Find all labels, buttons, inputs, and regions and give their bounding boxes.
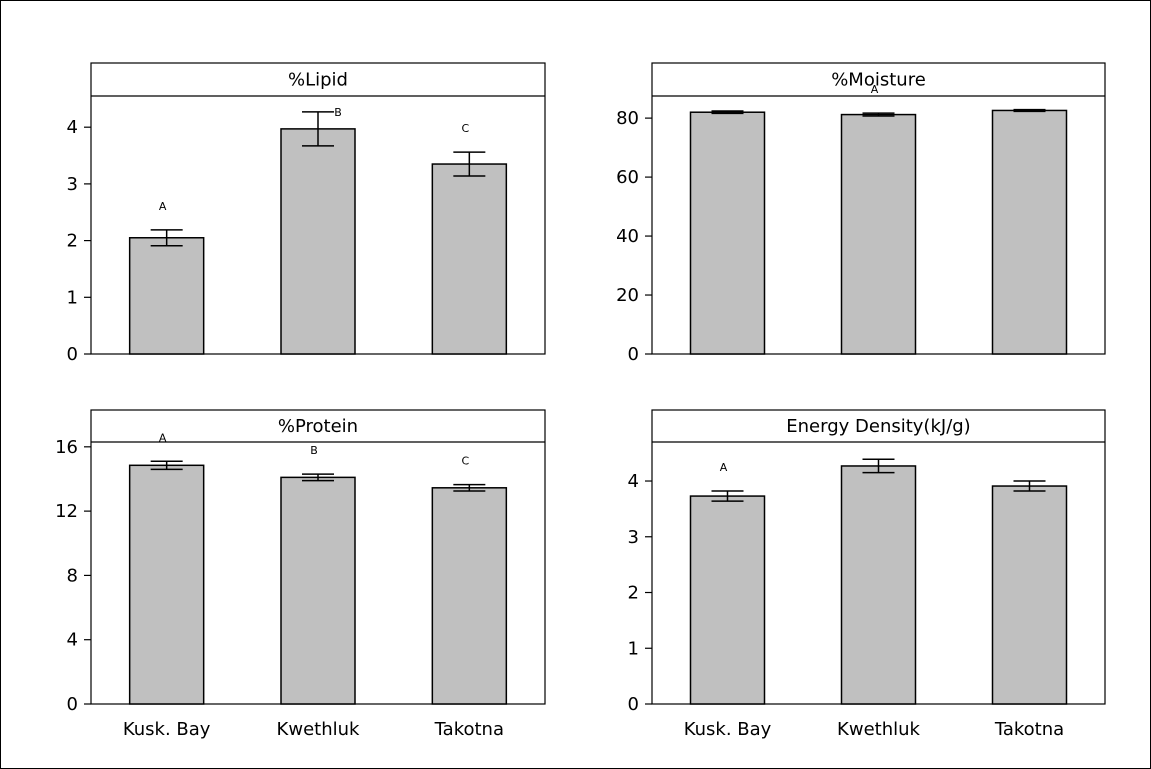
bar — [280, 476, 356, 705]
y-tick-label: 60 — [616, 167, 639, 188]
y-tick-label: 1 — [67, 287, 78, 308]
significance-letter: C — [461, 122, 469, 135]
significance-letter: B — [334, 106, 342, 119]
panel-title: %Protein — [278, 416, 358, 437]
y-tick-label: 4 — [67, 117, 78, 138]
y-tick-label: 4 — [628, 471, 639, 492]
x-tick-label: Kusk. Bay — [123, 719, 211, 740]
y-tick-label: 0 — [67, 344, 78, 365]
significance-letter: A — [871, 83, 879, 96]
y-tick-label: 8 — [67, 565, 78, 586]
y-tick-label: 12 — [55, 501, 78, 522]
panel-moisture: %Moisture 0 20 40 60 80 A — [616, 62, 1106, 365]
y-tick-label: 40 — [616, 226, 639, 247]
panel-energy-density: Energy Density(kJ/g) 0 1 2 3 4 A Kusk. Bay Kweth… — [628, 409, 1106, 740]
y-tick-label: 0 — [67, 694, 78, 715]
panel-protein: %Protein 0 4 8 12 16 A Kusk. Bay B Kwethluk C Takot… — [55, 409, 546, 740]
y-tick-label: 20 — [616, 285, 639, 306]
y-tick-label: 3 — [67, 174, 78, 195]
bar — [431, 487, 508, 705]
y-tick-label: 4 — [67, 630, 78, 651]
y-tick-label: 1 — [628, 638, 639, 659]
panel-lipid: %Lipid 0 1 2 3 4 A B C — [67, 62, 546, 365]
y-tick-label: 0 — [628, 344, 639, 365]
x-tick-label: Kwethluk — [277, 719, 360, 740]
bar — [128, 237, 205, 355]
y-tick-label: 80 — [616, 108, 639, 129]
x-tick-label: Kwethluk — [837, 719, 920, 740]
y-tick-label: 2 — [628, 583, 639, 604]
bar — [128, 464, 205, 705]
bar — [431, 163, 508, 355]
bar — [840, 113, 917, 355]
panel-title: %Lipid — [288, 70, 348, 91]
bar — [991, 109, 1068, 355]
panel-title: Energy Density(kJ/g) — [786, 416, 970, 437]
y-tick-label: 16 — [55, 437, 78, 458]
significance-letter: C — [461, 455, 469, 468]
bar — [280, 128, 356, 355]
y-tick-label: 0 — [628, 694, 639, 715]
bar — [840, 465, 917, 705]
significance-letter: B — [310, 444, 318, 457]
significance-letter: A — [159, 200, 167, 213]
panel-title: %Moisture — [831, 70, 926, 91]
significance-letter: A — [720, 461, 728, 474]
y-tick-label: 3 — [628, 527, 639, 548]
x-tick-label: Kusk. Bay — [684, 719, 772, 740]
x-tick-label: Takotna — [994, 719, 1064, 740]
bar — [991, 485, 1068, 705]
x-tick-label: Takotna — [434, 719, 504, 740]
bar — [689, 111, 766, 355]
bar — [689, 495, 766, 705]
significance-letter: A — [159, 431, 167, 444]
y-tick-label: 2 — [67, 231, 78, 252]
